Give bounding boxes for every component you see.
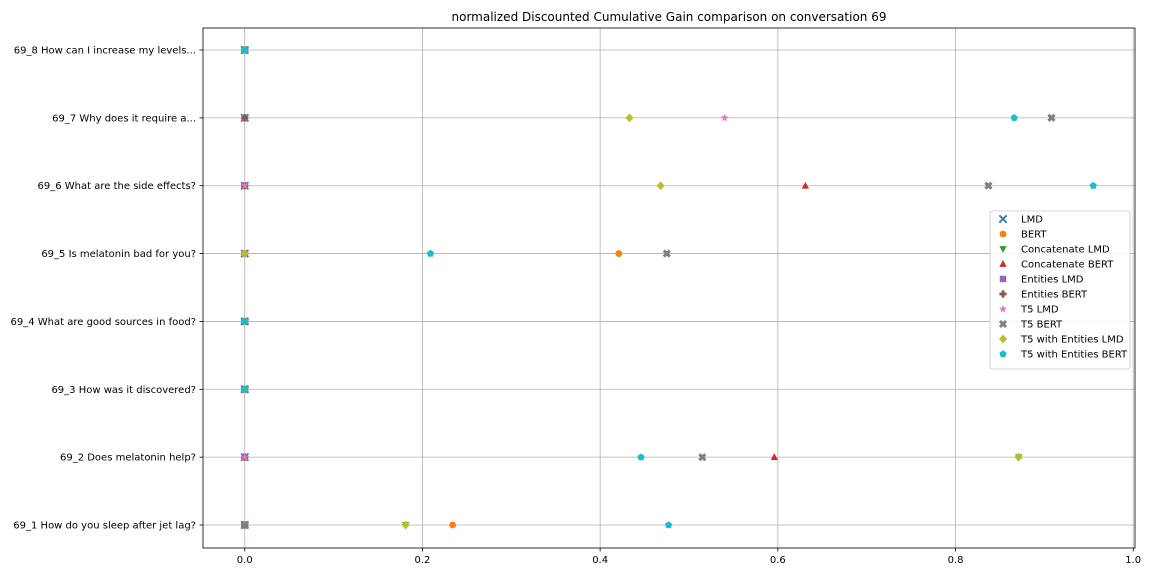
legend-marker — [998, 319, 1008, 329]
x-tick-label: 0.2 — [414, 555, 430, 566]
data-point — [449, 521, 457, 529]
data-point — [662, 249, 671, 258]
data-point — [240, 181, 249, 190]
data-point — [241, 114, 249, 122]
legend-label: T5 LMD — [1020, 305, 1059, 316]
x-tick-label: 1.0 — [1125, 555, 1141, 566]
series-t5-with-entities-bert — [241, 46, 1097, 529]
data-point — [1010, 114, 1018, 121]
data-point — [625, 113, 634, 123]
data-point — [770, 453, 778, 461]
legend-label: Concatenate LMD — [1021, 245, 1110, 256]
legend-marker — [999, 260, 1007, 267]
data-point — [401, 520, 410, 530]
legend-box — [989, 210, 1131, 370]
data-point — [984, 181, 993, 190]
data-point — [1014, 452, 1023, 462]
legend-marker — [999, 275, 1007, 283]
x-tick-label: 0.4 — [592, 555, 608, 566]
data-point — [241, 317, 249, 325]
legend-marker — [999, 350, 1007, 358]
data-point — [637, 453, 645, 461]
data-point — [720, 113, 729, 122]
legend-label: BERT — [1021, 230, 1047, 241]
data-point — [664, 521, 673, 529]
x-tick-label: 0.0 — [237, 555, 253, 566]
legend-marker — [999, 334, 1007, 344]
data-points — [240, 45, 1097, 530]
y-tick-label: 69_7 Why does it require a... — [52, 113, 196, 124]
x-tick-label: 0.8 — [948, 555, 964, 566]
legend-label: Entities BERT — [1021, 290, 1088, 301]
data-point — [426, 249, 435, 257]
data-point — [1089, 181, 1097, 189]
legend-marker — [999, 304, 1007, 313]
data-point — [240, 520, 249, 530]
series-t5-bert — [240, 45, 1056, 530]
data-point — [615, 250, 623, 257]
y-tick-label: 69_3 How was it discovered? — [51, 385, 196, 396]
plot-frame — [202, 27, 1136, 549]
x-tick-label: 0.6 — [770, 555, 786, 566]
data-point — [241, 385, 249, 393]
data-point — [801, 181, 809, 189]
y-tick-label: 69_1 How do you sleep after jet lag? — [13, 521, 196, 532]
axes-frame — [202, 27, 1136, 549]
y-axis-ticks: 69_1 How do you sleep after jet lag? 69_2… — [11, 46, 203, 532]
y-tick-label: 69_5 Is melatonin bad for you? — [41, 249, 196, 260]
data-point — [241, 46, 249, 54]
legend-label: T5 with Entities LMD — [1020, 335, 1124, 346]
y-tick-label: 69_6 What are the side effects? — [38, 181, 196, 192]
data-point — [240, 249, 249, 258]
data-point — [698, 453, 707, 462]
chart-title: normalized Discounted Cumulative Gain co… — [452, 10, 887, 24]
data-point — [656, 181, 665, 191]
y-tick-label: 69_2 Does melatonin help? — [60, 453, 196, 464]
legend-marker — [999, 230, 1007, 238]
data-point — [240, 452, 249, 461]
x-axis-ticks: 0.0 0.2 0.4 0.6 0.8 1.0 — [237, 548, 1141, 566]
y-tick-label: 69_8 How can I increase my levels... — [14, 46, 196, 57]
legend-marker — [999, 246, 1007, 253]
legend-label: Concatenate BERT — [1021, 260, 1114, 271]
legend-label: Entities LMD — [1021, 275, 1084, 286]
series-bert — [241, 46, 623, 529]
legend-label: T5 BERT — [1020, 320, 1063, 331]
data-point — [1047, 113, 1056, 122]
legend-label: LMD — [1021, 215, 1043, 226]
grid-lines — [203, 28, 1135, 548]
legend: LMD BERT Concatenate LMD Concatenate BERT En… — [989, 210, 1131, 370]
legend-marker — [999, 290, 1007, 298]
legend-marker — [998, 214, 1008, 224]
y-tick-label: 69_4 What are good sources in food? — [11, 317, 196, 328]
legend-label: T5 with Entities BERT — [1020, 350, 1128, 361]
